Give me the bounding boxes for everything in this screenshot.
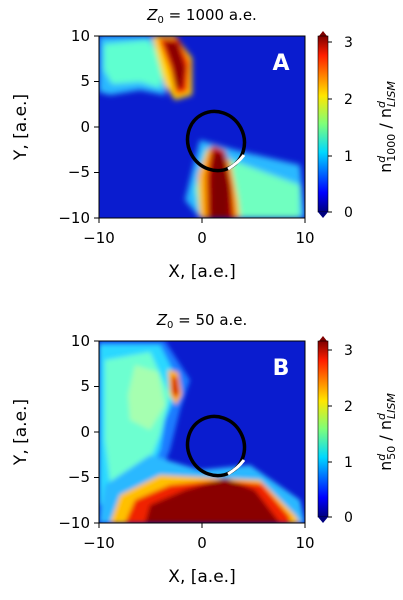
panel-b-heatmap: B <box>99 341 305 523</box>
panel-b-ylabel: Y, [a.e.] <box>11 399 31 466</box>
colorbar-tick-label: 1 <box>344 149 353 165</box>
panel-a-heatmap: A <box>99 36 305 218</box>
colorbar-tick-label: 3 <box>344 35 353 51</box>
panel-a-x-ticks <box>98 218 306 223</box>
y-tick-label: −5 <box>68 468 90 486</box>
x-tick-label: −10 <box>83 229 115 247</box>
y-tick-label: 5 <box>80 377 90 395</box>
colorbar-tick-label: 2 <box>344 92 353 108</box>
x-tick-label: 0 <box>197 229 207 247</box>
panel-b-label: B <box>273 356 290 381</box>
orbit-highlight <box>227 459 246 476</box>
panel-a-xlabel: X, [a.e.] <box>168 262 235 282</box>
heatmap-region <box>104 40 165 88</box>
x-tick-label: −10 <box>83 534 115 552</box>
panel-a-label: A <box>272 51 289 76</box>
y-tick-label: 0 <box>80 423 90 441</box>
heatmap-region <box>145 478 280 523</box>
heatmap-region <box>163 40 186 90</box>
y-tick-label: −10 <box>58 514 90 532</box>
panel-b-x-ticks <box>98 523 306 528</box>
orbit-highlight <box>227 154 246 171</box>
x-tick-label: 10 <box>295 229 314 247</box>
panel-b-xlabel: X, [a.e.] <box>168 567 235 587</box>
panel-b-title: Z0 = 50 a.e. <box>156 311 248 331</box>
panel-a-title: Z0 = 1000 a.e. <box>146 6 257 26</box>
y-tick-label: 5 <box>80 72 90 90</box>
colorbar-tick-label: 1 <box>344 455 353 471</box>
panel-a-colorbar: 3 2 1 0 nd1000 / ndLISM <box>317 31 398 221</box>
x-tick-label: 10 <box>295 534 314 552</box>
y-tick-label: 10 <box>71 332 90 350</box>
y-tick-label: 0 <box>80 118 90 136</box>
colorbar-tick-label: 2 <box>344 399 353 415</box>
heatmap-region <box>172 376 179 398</box>
panel-a-ylabel: Y, [a.e.] <box>11 94 31 161</box>
colorbar-label: nd1000 / ndLISM <box>375 81 398 173</box>
y-tick-label: −5 <box>68 163 90 181</box>
panel-b-colorbar: 3 2 1 0 nd50 / ndLISM <box>317 336 398 526</box>
y-tick-label: −10 <box>58 209 90 227</box>
colorbar-tick-label: 0 <box>344 510 353 526</box>
colorbar-label: nd50 / ndLISM <box>375 393 398 471</box>
heatmap-region <box>210 150 230 218</box>
heatmap-region <box>128 365 165 430</box>
panel-b-y-ticks <box>94 340 99 524</box>
panel-a-y-ticks <box>94 35 99 219</box>
y-tick-label: 10 <box>71 27 90 45</box>
colorbar-tick-label: 0 <box>344 205 353 221</box>
x-tick-label: 0 <box>197 534 207 552</box>
colorbar-tick-label: 3 <box>344 343 353 359</box>
panel-a: Z0 = 1000 a.e. A <box>11 6 398 282</box>
panel-b: Z0 = 50 a.e. B <box>11 311 398 587</box>
